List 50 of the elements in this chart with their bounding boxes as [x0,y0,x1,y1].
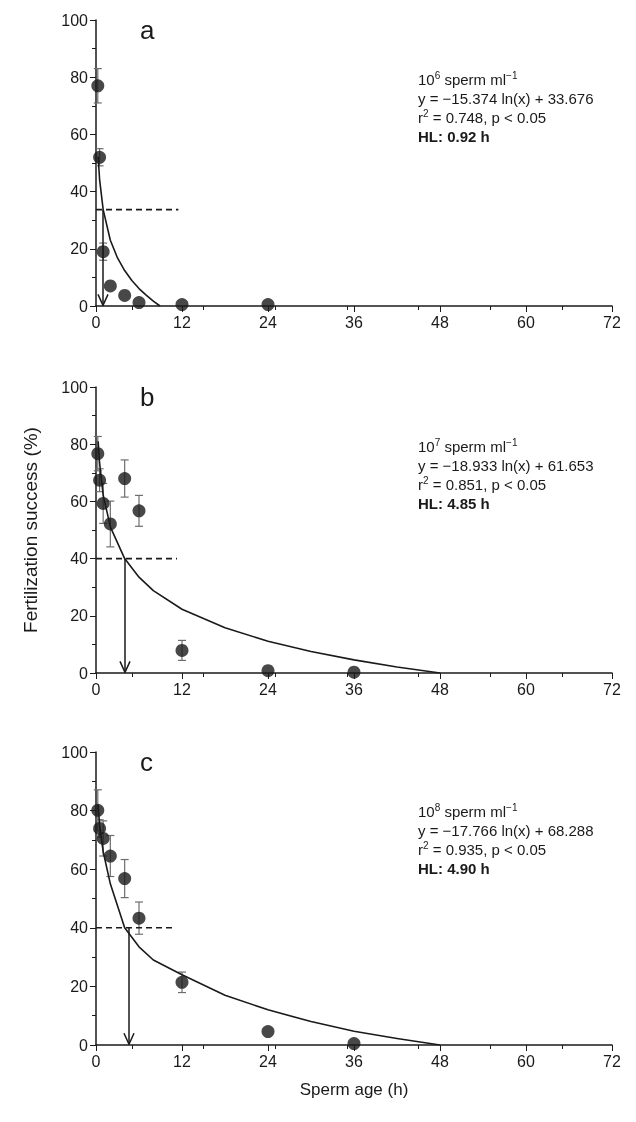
annotation: HL: 0.92 h [418,128,490,145]
x-tick-label: 24 [259,1052,277,1070]
chart-title: c [140,747,153,777]
y-tick-label: 60 [70,492,89,510]
x-tick-label: 72 [603,313,621,331]
y-tick-label: 20 [70,607,89,625]
x-tick-label: 36 [345,313,363,331]
x-tick-label: 60 [517,680,535,698]
y-tick-label: 60 [70,125,89,143]
y-tick-label: 0 [79,1036,89,1054]
annotation: HL: 4.85 h [418,495,490,512]
x-tick-label: 12 [173,680,191,698]
y-tick-label: 40 [70,919,89,937]
x-tick-label: 60 [517,313,535,331]
chart-title: b [140,382,155,412]
y-tick-label: 100 [61,378,89,396]
x-axis-title: Sperm age (h) [299,1080,409,1099]
y-tick-label: 0 [79,297,89,315]
y-axis-title: Fertilization success (%) [20,427,41,633]
annotation: HL: 4.90 h [418,860,490,877]
x-tick-label: 36 [345,1052,363,1070]
annotation: y = −18.933 ln(x) + 61.653 [418,457,594,474]
x-tick-label: 0 [91,313,101,331]
y-tick-label: 60 [70,860,89,878]
y-tick-label: 80 [70,802,89,820]
x-tick-label: 24 [259,680,277,698]
x-tick-label: 12 [173,1052,191,1070]
x-tick-label: 0 [91,1052,101,1070]
y-tick-label: 20 [70,977,89,995]
x-tick-label: 72 [603,680,621,698]
x-tick-label: 36 [345,680,363,698]
y-tick-label: 80 [70,435,89,453]
chart-title: a [140,15,155,45]
y-tick-label: 100 [61,743,89,761]
annotation: y = −17.766 ln(x) + 68.288 [418,822,594,839]
y-tick-label: 40 [70,550,89,568]
y-tick-label: 100 [61,11,89,29]
x-tick-label: 0 [91,680,101,698]
y-tick-label: 80 [70,68,89,86]
x-tick-label: 60 [517,1052,535,1070]
annotation: y = −15.374 ln(x) + 33.676 [418,90,594,107]
y-tick-label: 40 [70,183,89,201]
x-tick-label: 12 [173,313,191,331]
y-tick-label: 20 [70,240,89,258]
x-tick-label: 72 [603,1052,621,1070]
x-tick-label: 48 [431,1052,449,1070]
y-tick-label: 0 [79,664,89,682]
x-tick-label: 48 [431,313,449,331]
x-tick-label: 48 [431,680,449,698]
x-tick-label: 24 [259,313,277,331]
